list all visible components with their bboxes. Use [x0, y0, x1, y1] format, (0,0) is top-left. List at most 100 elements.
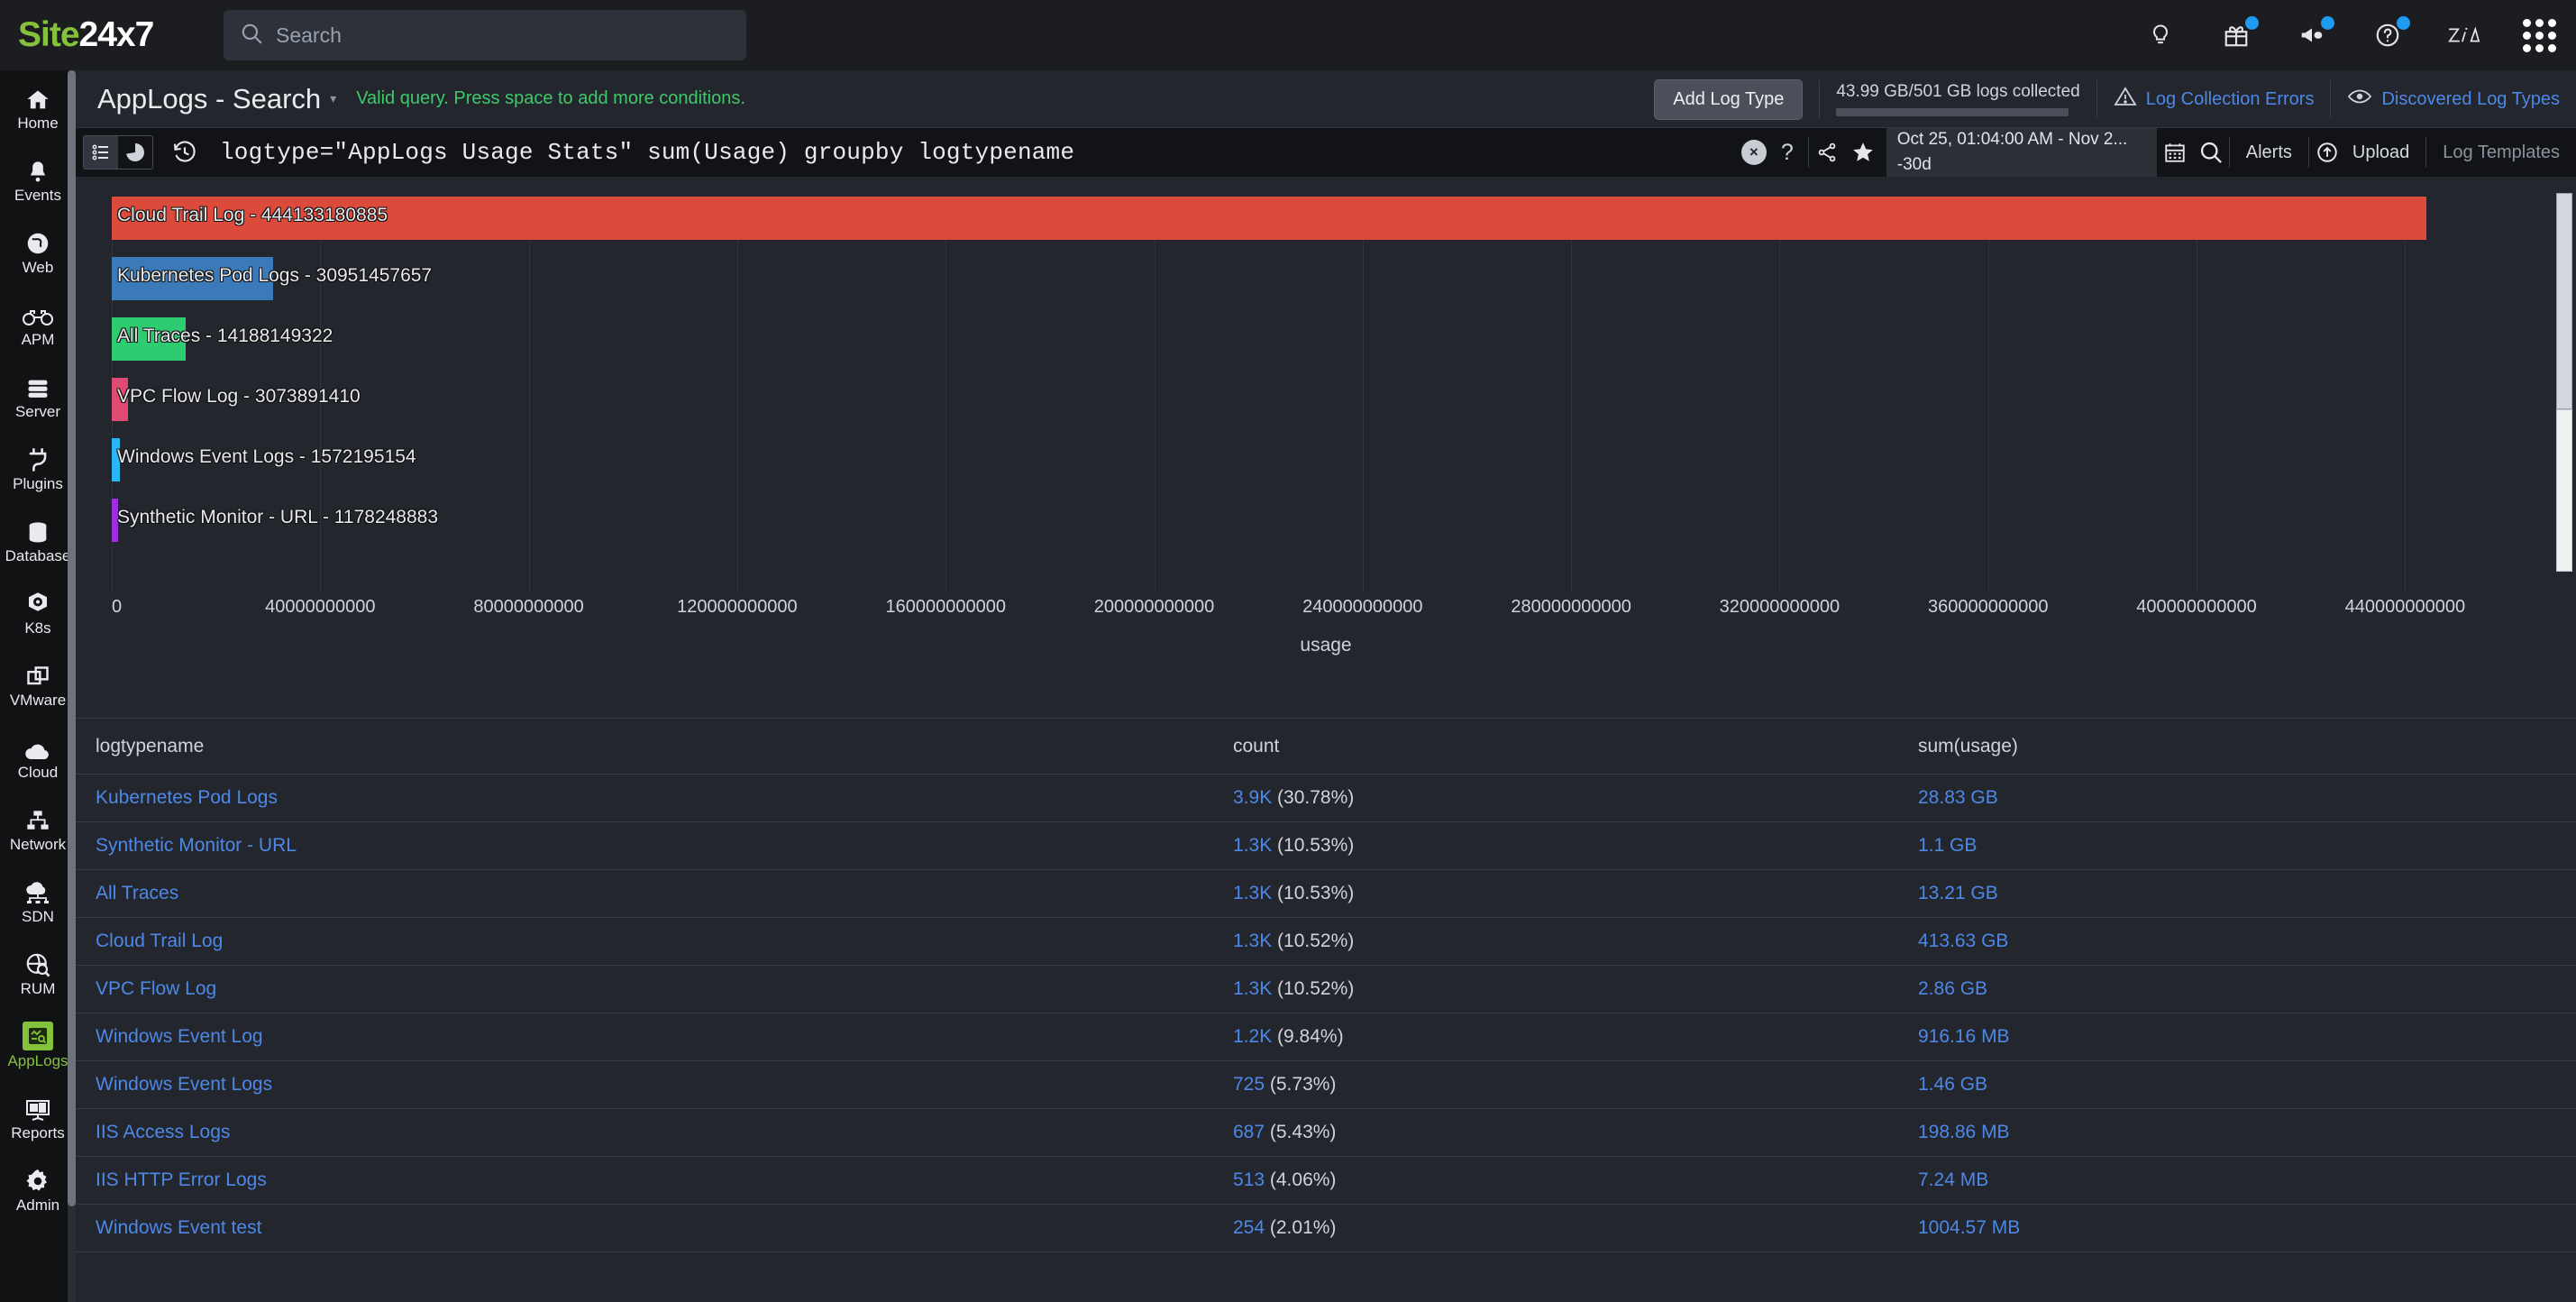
- table-row[interactable]: IIS HTTP Error Logs 513 (4.06%) 7.24 MB: [76, 1156, 2576, 1204]
- table-row[interactable]: VPC Flow Log 1.3K (10.52%) 2.86 GB: [76, 965, 2576, 1013]
- cell-sum-usage[interactable]: 916.16 MB: [1918, 1026, 2010, 1047]
- cell-count[interactable]: 1.2K (9.84%): [1233, 1026, 1918, 1048]
- add-log-type-button[interactable]: Add Log Type: [1654, 78, 1804, 120]
- cell-logtypename[interactable]: Windows Event Log: [96, 1026, 263, 1047]
- cell-count[interactable]: 513 (4.06%): [1233, 1169, 1918, 1191]
- cell-logtypename[interactable]: All Traces: [96, 883, 179, 903]
- cell-sum-usage[interactable]: 1004.57 MB: [1918, 1217, 2021, 1238]
- log-collection-errors-link[interactable]: Log Collection Errors: [2114, 86, 2314, 113]
- chart-bar[interactable]: [112, 499, 118, 542]
- help-icon[interactable]: [2370, 16, 2410, 52]
- cell-logtypename[interactable]: IIS Access Logs: [96, 1122, 231, 1142]
- table-row[interactable]: Windows Event test 254 (2.01%) 1004.57 MB: [76, 1204, 2576, 1252]
- log-templates-button[interactable]: Log Templates: [2443, 142, 2560, 162]
- cell-count[interactable]: 725 (5.73%): [1233, 1074, 1918, 1096]
- chart-bar-row[interactable]: Kubernetes Pod Logs - 30951457657: [112, 257, 2509, 300]
- count-value[interactable]: 3.9K: [1233, 787, 1273, 808]
- query-help-icon[interactable]: ?: [1780, 139, 1794, 165]
- sidebar-item-admin[interactable]: Admin: [0, 1152, 76, 1224]
- cell-sum-usage[interactable]: 198.86 MB: [1918, 1122, 2010, 1142]
- chart-bar[interactable]: [112, 317, 187, 361]
- cell-sum-usage[interactable]: 1.46 GB: [1918, 1074, 1988, 1095]
- cell-count[interactable]: 1.3K (10.53%): [1233, 835, 1918, 857]
- sidebar-item-k8s[interactable]: K8s: [0, 575, 76, 647]
- table-row[interactable]: Windows Event Logs 725 (5.73%) 1.46 GB: [76, 1060, 2576, 1108]
- sidebar-item-sdn[interactable]: SDN: [0, 864, 76, 936]
- query-input[interactable]: logtype="AppLogs Usage Stats" sum(Usage)…: [220, 139, 1075, 166]
- query-history-icon[interactable]: [169, 137, 200, 168]
- sidebar-item-home[interactable]: Home: [0, 70, 76, 142]
- sidebar-item-web[interactable]: Web: [0, 215, 76, 287]
- column-header-count[interactable]: count: [1233, 735, 1280, 756]
- sidebar-scrollbar-track[interactable]: [68, 70, 76, 1302]
- chart-bar[interactable]: [112, 197, 2427, 240]
- sidebar-item-database[interactable]: Database: [0, 503, 76, 575]
- zia-icon[interactable]: [2446, 18, 2480, 52]
- app-grid-icon[interactable]: [2522, 18, 2556, 52]
- chart-bar[interactable]: [112, 438, 121, 481]
- chart-bar[interactable]: [112, 257, 273, 300]
- run-search-icon[interactable]: [2193, 134, 2229, 170]
- chart-scrollbar-thumb-lower[interactable]: [2556, 409, 2572, 572]
- cell-sum-usage[interactable]: 1.1 GB: [1918, 835, 1978, 856]
- sidebar-item-vmware[interactable]: VMware: [0, 647, 76, 720]
- sidebar-item-network[interactable]: Network: [0, 792, 76, 864]
- cell-count[interactable]: 687 (5.43%): [1233, 1122, 1918, 1143]
- cell-logtypename[interactable]: Windows Event Logs: [96, 1074, 273, 1095]
- chart-bar[interactable]: [112, 378, 128, 421]
- chart-scrollbar-thumb-upper[interactable]: [2556, 193, 2572, 409]
- count-value[interactable]: 513: [1233, 1169, 1265, 1190]
- cell-count[interactable]: 3.9K (30.78%): [1233, 787, 1918, 809]
- table-row[interactable]: All Traces 1.3K (10.53%) 13.21 GB: [76, 869, 2576, 917]
- gift-icon[interactable]: [2219, 16, 2259, 52]
- count-value[interactable]: 687: [1233, 1122, 1265, 1142]
- table-row[interactable]: Kubernetes Pod Logs 3.9K (30.78%) 28.83 GB: [76, 774, 2576, 821]
- chart-view-icon[interactable]: [118, 136, 152, 169]
- site24x7-logo[interactable]: Site24x7: [18, 15, 154, 55]
- cell-sum-usage[interactable]: 13.21 GB: [1918, 883, 1998, 903]
- column-header-sum-usage[interactable]: sum(usage): [1918, 735, 2018, 756]
- sidebar-item-rum[interactable]: RUM: [0, 936, 76, 1008]
- cell-logtypename[interactable]: Cloud Trail Log: [96, 931, 224, 951]
- column-header-logtypename[interactable]: logtypename: [96, 735, 205, 756]
- sidebar-item-events[interactable]: Events: [0, 142, 76, 215]
- sidebar-item-apm[interactable]: APM: [0, 287, 76, 359]
- date-range-picker[interactable]: Oct 25, 01:04:00 AM - Nov 2... -30d: [1886, 128, 2157, 177]
- count-value[interactable]: 254: [1233, 1217, 1265, 1238]
- clear-query-icon[interactable]: ×: [1740, 140, 1767, 165]
- cell-count[interactable]: 254 (2.01%): [1233, 1217, 1918, 1239]
- cell-logtypename[interactable]: IIS HTTP Error Logs: [96, 1169, 267, 1190]
- count-value[interactable]: 1.2K: [1233, 1026, 1273, 1047]
- count-value[interactable]: 1.3K: [1233, 978, 1273, 999]
- chart-bar-row[interactable]: VPC Flow Log - 3073891410: [112, 378, 2509, 421]
- table-row[interactable]: Windows Event Log 1.2K (9.84%) 916.16 MB: [76, 1013, 2576, 1060]
- calendar-icon[interactable]: [2157, 134, 2193, 170]
- count-value[interactable]: 725: [1233, 1074, 1265, 1095]
- cell-sum-usage[interactable]: 2.86 GB: [1918, 978, 1988, 999]
- cell-count[interactable]: 1.3K (10.53%): [1233, 883, 1918, 904]
- sidebar-scrollbar-thumb[interactable]: [68, 70, 76, 1206]
- favorite-star-icon[interactable]: [1845, 134, 1881, 170]
- table-row[interactable]: Synthetic Monitor - URL 1.3K (10.53%) 1.1 …: [76, 821, 2576, 869]
- count-value[interactable]: 1.3K: [1233, 883, 1273, 903]
- cell-logtypename[interactable]: Kubernetes Pod Logs: [96, 787, 278, 808]
- bulb-icon[interactable]: [2143, 18, 2178, 52]
- count-value[interactable]: 1.3K: [1233, 835, 1273, 856]
- cell-sum-usage[interactable]: 28.83 GB: [1918, 787, 1998, 808]
- share-icon[interactable]: [1809, 134, 1845, 170]
- chart-bar-row[interactable]: Cloud Trail Log - 444133180885: [112, 197, 2509, 240]
- chart-bar-row[interactable]: All Traces - 14188149322: [112, 317, 2509, 361]
- global-search-box[interactable]: Search: [224, 10, 746, 60]
- megaphone-icon[interactable]: [2295, 16, 2334, 52]
- count-value[interactable]: 1.3K: [1233, 931, 1273, 951]
- cell-logtypename[interactable]: Windows Event test: [96, 1217, 262, 1238]
- cell-count[interactable]: 1.3K (10.52%): [1233, 978, 1918, 1000]
- discovered-log-types-link[interactable]: Discovered Log Types: [2347, 87, 2560, 112]
- page-title-chevron-down-icon[interactable]: ▾: [330, 91, 337, 105]
- cell-sum-usage[interactable]: 413.63 GB: [1918, 931, 2009, 951]
- sidebar-item-reports[interactable]: Reports: [0, 1080, 76, 1152]
- sidebar-item-server[interactable]: Server: [0, 359, 76, 431]
- cell-logtypename[interactable]: VPC Flow Log: [96, 978, 217, 999]
- sidebar-item-applogs[interactable]: AppLogs: [0, 1008, 76, 1080]
- cell-count[interactable]: 1.3K (10.52%): [1233, 931, 1918, 952]
